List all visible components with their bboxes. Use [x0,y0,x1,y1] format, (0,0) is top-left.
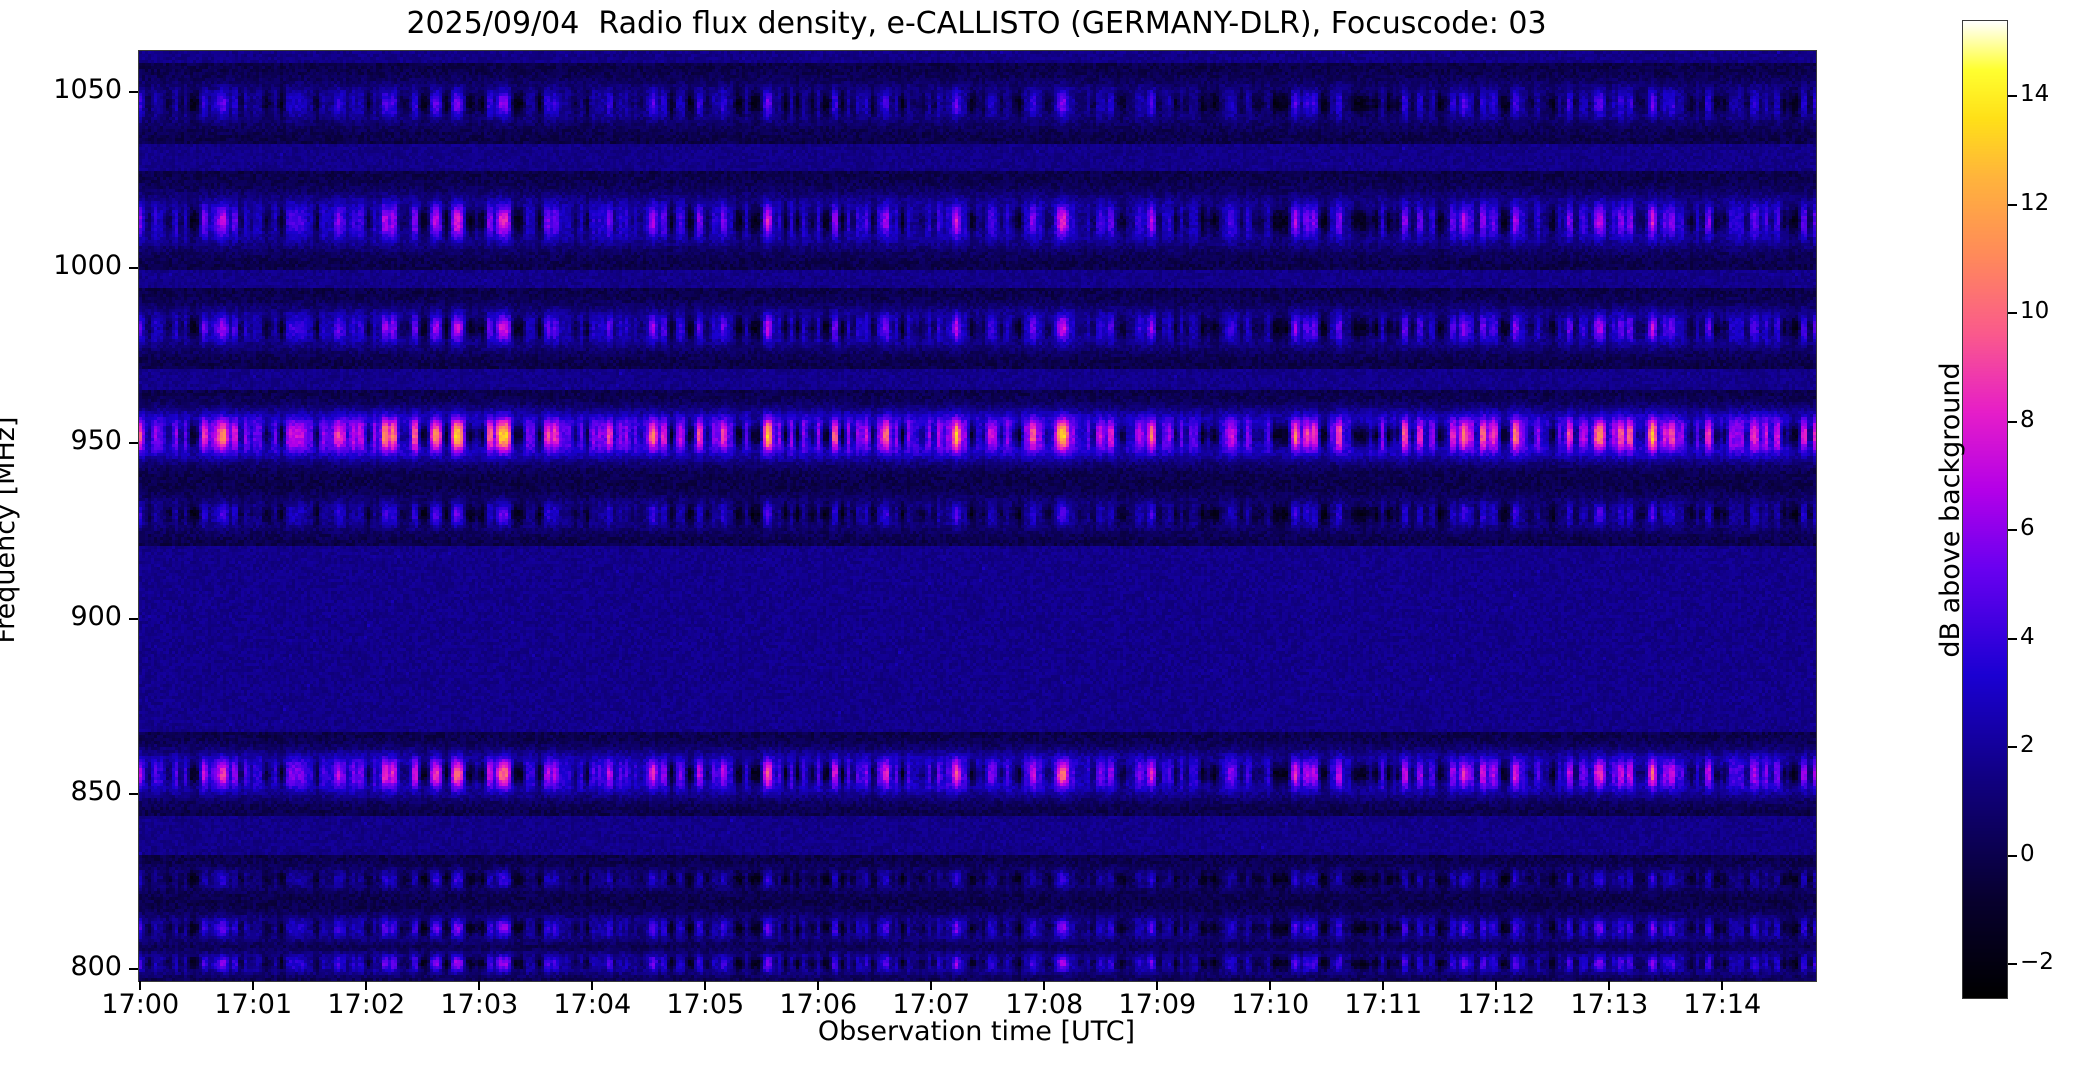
y-axis-tick-mark [129,442,138,445]
x-axis-tick-mark [365,981,368,990]
colorbar[interactable] [1962,20,2008,999]
colorbar-tick-mark [2008,203,2017,206]
colorbar-tick-mark [2008,312,2017,315]
x-axis-tick-label: 17:11 [1344,989,1423,1020]
x-axis-tick-mark [591,981,594,990]
colorbar-tick-mark [2008,746,2017,749]
x-axis-tick-label: 17:07 [892,989,971,1020]
y-axis-tick-label: 850 [70,776,122,807]
x-axis-tick-mark [1382,981,1385,990]
x-axis-tick-mark [139,981,142,990]
colorbar-tick-label: 0 [2020,840,2035,867]
x-axis-tick-label: 17:12 [1457,989,1536,1020]
y-axis-tick-label: 800 [70,951,122,983]
y-axis-tick-label: 1050 [53,74,122,106]
colorbar-tick-mark [2008,854,2017,857]
spectrogram-image [139,51,1816,981]
colorbar-tick-label: 8 [2020,406,2035,433]
colorbar-tick-label: 4 [2020,623,2035,650]
x-axis-tick-mark [1043,981,1046,990]
x-axis-tick-label: 17:02 [327,989,406,1020]
x-axis-tick-label: 17:06 [779,989,858,1020]
x-axis-tick-label: 17:08 [1005,989,1084,1020]
colorbar-tick-label: 14 [2020,80,2050,107]
x-axis-tick-label: 17:10 [1231,989,1310,1020]
x-axis-tick-mark [1269,981,1272,990]
colorbar-tick-mark [2008,420,2017,423]
x-axis-tick-label: 17:13 [1570,989,1649,1020]
x-axis-tick-mark [252,981,255,990]
x-axis-tick-label: 17:04 [553,989,632,1020]
x-axis-tick-mark [1495,981,1498,990]
spectrogram-plot-area[interactable] [138,50,1817,982]
x-axis-tick-label: 17:09 [1118,989,1197,1020]
x-axis-tick-mark [817,981,820,990]
x-axis-tick-label: 17:03 [440,989,519,1020]
x-axis-tick-label: 17:00 [101,989,180,1020]
page-title: 2025/09/04 Radio flux density, e-CALLIST… [406,6,1547,41]
x-axis-tick-mark [1156,981,1159,990]
y-axis-tick-mark [129,91,138,94]
colorbar-tick-label: 10 [2020,298,2050,325]
y-axis-tick-label: 900 [70,600,122,632]
colorbar-tick-label: 12 [2020,189,2050,216]
colorbar-tick-mark [2008,94,2017,97]
x-axis-tick-mark [930,981,933,990]
colorbar-gradient [1963,21,2007,998]
y-axis-tick-label: 950 [70,425,122,457]
x-axis-tick-mark [1608,981,1611,990]
y-axis-tick-mark [129,617,138,620]
y-axis-tick-mark [129,266,138,269]
colorbar-tick-mark [2008,637,2017,640]
x-axis-label: Observation time [UTC] [817,1016,1136,1047]
x-axis-tick-mark [478,981,481,990]
x-axis-tick-label: 17:14 [1683,989,1762,1020]
x-axis-tick-label: 17:01 [214,989,293,1020]
x-axis-tick-label: 17:05 [666,989,745,1020]
x-axis-tick-mark [1721,981,1724,990]
colorbar-tick-mark [2008,963,2017,966]
colorbar-label: dB above background [1935,362,1966,658]
x-axis-tick-mark [704,981,707,990]
y-axis-tick-mark [129,968,138,971]
y-axis-tick-mark [129,793,138,795]
colorbar-tick-label: 6 [2020,515,2035,542]
y-axis-tick-label: 1000 [53,249,122,281]
colorbar-tick-label: −2 [2020,949,2054,976]
colorbar-tick-label: 2 [2020,732,2035,759]
colorbar-tick-mark [2008,529,2017,532]
